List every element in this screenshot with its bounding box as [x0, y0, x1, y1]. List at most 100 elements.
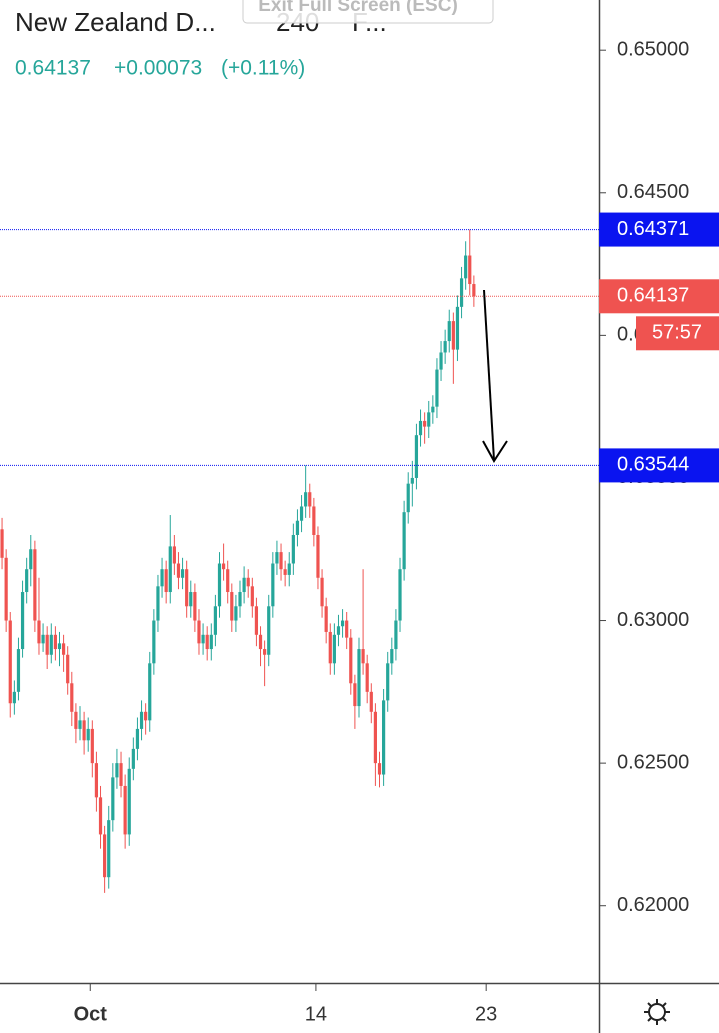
candle-body	[86, 728, 90, 741]
candle-body	[226, 569, 230, 593]
candle-body	[250, 586, 254, 607]
x-tick-label: Oct	[74, 1003, 108, 1025]
candle-body	[439, 352, 443, 370]
candle-body	[320, 577, 324, 607]
candle-body	[472, 284, 476, 297]
candle-body	[8, 620, 12, 704]
price-label-box	[599, 212, 719, 247]
candle-body	[418, 420, 423, 436]
candle-body	[447, 321, 451, 342]
candle-body	[29, 549, 33, 570]
candle-body	[66, 654, 70, 684]
candle-body	[49, 634, 53, 655]
price-change: +0.00073	[114, 57, 202, 80]
price-change-percent: (+0.11%)	[221, 57, 305, 80]
candle-body	[0, 529, 4, 558]
candle-body	[468, 255, 472, 285]
candle-body	[254, 606, 259, 635]
candle-body	[61, 643, 66, 655]
candle-body	[185, 569, 189, 607]
candle-body	[37, 620, 41, 644]
candle-body	[414, 435, 419, 478]
candle-body	[369, 691, 373, 712]
candle-body	[316, 534, 320, 578]
candle-body	[332, 634, 336, 664]
candle-body	[156, 586, 160, 621]
candle-body	[382, 700, 386, 775]
exit-fullscreen-label[interactable]: Exit Full Screen (ESC)	[258, 0, 458, 16]
candle-body	[459, 278, 464, 307]
candle-body	[197, 620, 201, 644]
price-label: 0.64137	[617, 285, 689, 307]
candle-body	[209, 634, 213, 650]
candle-body	[455, 306, 460, 350]
arrow-head	[482, 440, 508, 463]
candle-body	[168, 546, 172, 593]
price-label: 0.63544	[617, 454, 689, 476]
candle-body	[4, 557, 8, 621]
price-label-box	[599, 448, 719, 483]
candle-body	[90, 728, 94, 764]
candle-body	[299, 506, 304, 521]
candle-body	[308, 492, 312, 507]
candle-body	[144, 711, 148, 721]
candle-body	[213, 606, 217, 635]
candle-body	[263, 649, 267, 655]
candle-body	[107, 820, 111, 878]
y-tick-label: 0.62500	[617, 751, 689, 773]
y-tick-label: 0.64500	[617, 181, 689, 203]
candle-body	[193, 592, 197, 621]
candle-body	[365, 663, 369, 692]
x-tick-label: 14	[305, 1003, 327, 1025]
settings-spokes[interactable]	[644, 999, 670, 1025]
candle-body	[295, 520, 300, 535]
candle-body	[148, 663, 152, 721]
candle-body	[201, 634, 205, 644]
candle-body	[324, 606, 328, 632]
candle-body	[189, 592, 193, 607]
candle-body	[242, 577, 246, 593]
candle-body	[361, 649, 365, 664]
exit-fullscreen-button[interactable]	[242, 0, 494, 24]
candle-body	[431, 406, 435, 413]
candle-body	[423, 420, 427, 427]
candle-body	[246, 577, 250, 587]
candle-body	[451, 321, 455, 350]
candle-body	[258, 634, 263, 650]
candle-body	[349, 637, 353, 684]
candle-body	[94, 763, 99, 798]
candle-body	[279, 552, 283, 570]
candle-body	[230, 592, 234, 621]
candle-body	[57, 643, 62, 650]
candle-body	[275, 552, 279, 564]
candle-body	[74, 711, 78, 729]
candle-body	[127, 768, 131, 835]
candle-body	[164, 569, 168, 593]
last-price: 0.64137	[15, 57, 91, 80]
settings-icon[interactable]	[644, 999, 670, 1025]
candle-body	[12, 691, 16, 704]
candle-body	[386, 663, 390, 701]
candle-body	[172, 546, 176, 564]
candle-body	[238, 592, 242, 607]
price-label-box	[599, 279, 719, 314]
candle-body	[20, 592, 25, 650]
candle-body	[119, 763, 123, 786]
candle-body	[33, 549, 37, 621]
candle-body	[45, 634, 49, 655]
price-axis: 0.620000.625000.630000.635000.640000.645…	[74, 38, 719, 1025]
candle-body	[328, 631, 332, 664]
y-tick-label: 0.63000	[617, 609, 689, 631]
candle-body	[353, 683, 357, 707]
candle-body	[287, 563, 291, 575]
candle-body	[398, 569, 402, 621]
price-label: 0.64371	[617, 218, 689, 240]
candle-body	[283, 569, 287, 575]
candle-body	[377, 763, 382, 775]
candle-body	[345, 620, 349, 638]
candle-body	[205, 634, 209, 650]
candle-body	[312, 506, 316, 535]
candle-body	[111, 777, 115, 821]
